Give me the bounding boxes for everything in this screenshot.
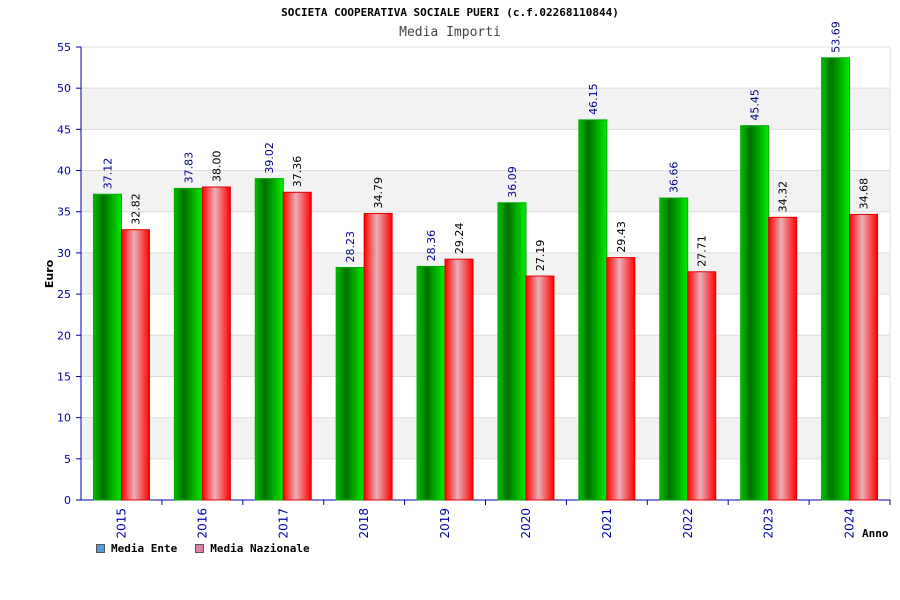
bar-media-ente	[740, 125, 770, 501]
data-label-media-ente: 28.36	[425, 230, 438, 262]
legend-item-media-ente: Media Ente	[96, 542, 177, 555]
bar-media-ente	[335, 266, 365, 501]
data-label-media-ente: 37.83	[182, 152, 195, 184]
data-label-media-nazionale: 34.79	[372, 177, 385, 209]
data-label-media-nazionale: 29.43	[615, 221, 628, 253]
chart-subtitle: Media Importi	[399, 25, 501, 40]
x-tick-label: 2015	[114, 508, 128, 539]
x-tick-label: 2022	[681, 508, 695, 539]
data-label-media-nazionale: 37.36	[291, 156, 304, 188]
chart-title: SOCIETA COOPERATIVA SOCIALE PUERI (c.f.0…	[281, 6, 619, 19]
data-label-media-nazionale: 32.82	[129, 193, 142, 225]
data-label-media-ente: 36.66	[668, 162, 681, 194]
data-label-media-ente: 45.45	[749, 89, 762, 121]
bar-media-ente	[173, 187, 203, 501]
y-axis-label: Euro	[43, 259, 56, 288]
x-tick-label: 2023	[762, 508, 776, 539]
y-tick-label: 35	[57, 206, 71, 219]
x-tick-label: 2018	[357, 508, 371, 539]
bar-media-nazionale	[768, 216, 798, 501]
legend-label-media-nazionale: Media Nazionale	[210, 542, 310, 555]
bar-media-nazionale	[363, 212, 393, 501]
data-label-media-ente: 28.23	[344, 231, 357, 263]
bar-media-ente	[416, 265, 446, 501]
legend-label-media-ente: Media Ente	[111, 542, 178, 555]
data-label-media-ente: 36.09	[506, 166, 519, 198]
data-label-media-ente: 53.69	[830, 21, 843, 53]
bar-media-ente	[92, 193, 122, 501]
y-tick-label: 30	[57, 247, 71, 260]
grid-band	[81, 88, 890, 130]
bar-media-ente	[254, 178, 284, 501]
x-tick-label: 2021	[600, 508, 614, 539]
x-tick-label: 2020	[519, 508, 533, 539]
y-tick-label: 50	[57, 82, 71, 95]
data-label-media-nazionale: 29.24	[453, 223, 466, 255]
data-label-media-ente: 37.12	[101, 158, 114, 190]
bar-chart: 0 5 10 15 20 25 30 35 40 45 50 55 2015 2016 2017 2018 20…	[43, 21, 891, 540]
bar-media-nazionale	[120, 229, 150, 501]
y-tick-label: 40	[57, 165, 71, 178]
y-tick-label: 0	[64, 494, 71, 507]
bar-media-nazionale	[444, 258, 474, 501]
x-tick-label: 2024	[843, 508, 857, 539]
bar-media-ente	[578, 119, 608, 501]
bar-media-nazionale	[606, 257, 636, 501]
data-label-media-ente: 46.15	[587, 83, 600, 115]
y-tick-label: 20	[57, 329, 71, 342]
data-label-media-nazionale: 34.32	[777, 181, 790, 213]
y-tick-label: 55	[57, 41, 71, 54]
x-tick-label: 2016	[195, 508, 209, 539]
bar-media-nazionale	[687, 271, 717, 501]
bar-media-ente	[821, 57, 851, 501]
legend: Media Ente Media Nazionale	[96, 542, 310, 555]
bar-media-nazionale	[282, 191, 312, 501]
y-tick-label: 10	[57, 412, 71, 425]
x-axis-label: Anno	[862, 527, 889, 540]
y-tick-label: 15	[57, 370, 71, 383]
data-label-media-nazionale: 27.19	[534, 240, 547, 272]
x-tick-label: 2017	[276, 508, 290, 539]
y-tick-label: 5	[64, 453, 71, 466]
y-tick-label: 25	[57, 288, 71, 301]
legend-swatch-media-nazionale	[195, 544, 205, 553]
data-label-media-nazionale: 38.00	[210, 151, 223, 183]
y-tick-label: 45	[57, 123, 71, 136]
x-tick-label: 2019	[438, 508, 452, 539]
bar-media-ente	[497, 202, 527, 501]
data-label-media-nazionale: 27.71	[696, 235, 709, 267]
legend-item-media-nazionale: Media Nazionale	[195, 542, 310, 555]
bar-media-nazionale	[849, 213, 879, 501]
bar-media-ente	[659, 197, 689, 501]
bar-media-nazionale	[201, 186, 231, 501]
data-label-media-ente: 39.02	[263, 142, 276, 174]
data-label-media-nazionale: 34.68	[858, 178, 871, 210]
legend-swatch-media-ente	[96, 544, 105, 553]
bar-media-nazionale	[525, 275, 555, 501]
